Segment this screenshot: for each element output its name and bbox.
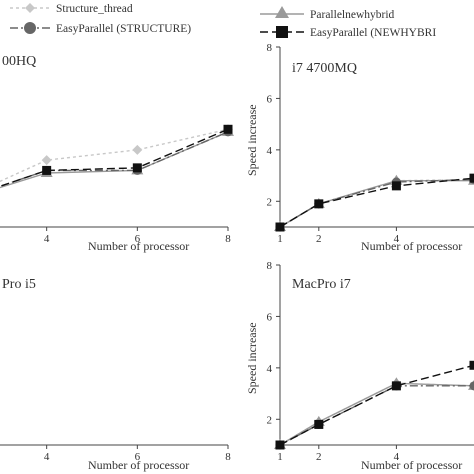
x-axis-label: Number of processor: [88, 458, 189, 472]
x-tick-label: 4: [394, 451, 400, 463]
y-axis-label: Speed increase: [245, 322, 259, 394]
data-point: [391, 381, 401, 391]
series-line: [279, 180, 474, 228]
x-axis-label: Number of processor: [88, 239, 189, 253]
x-tick-label: 6: [135, 233, 141, 245]
data-point: [275, 440, 285, 450]
series-line: [279, 178, 474, 228]
legend-label: EasyParallel (STRUCTURE): [56, 23, 191, 35]
x-tick-label: 1: [277, 233, 283, 245]
series-line: [0, 131, 229, 188]
data-point: [469, 381, 474, 391]
data-point: [42, 165, 52, 175]
x-tick-label: 2: [316, 451, 322, 463]
data-point: [223, 124, 233, 134]
y-tick-label: 6: [267, 311, 273, 323]
y-tick-label: 2: [267, 196, 273, 208]
y-tick-label: 8: [267, 42, 273, 54]
data-point: [132, 163, 142, 173]
legend-label: Structure_thread: [56, 3, 133, 15]
x-tick-label: 1: [277, 451, 283, 463]
series-line: [0, 128, 229, 183]
legend: Structure_thread EasyParallel (STRUCTURE…: [10, 3, 436, 39]
data-point: [314, 199, 324, 209]
x-axis-label: Number of processor: [361, 239, 462, 253]
y-tick-label: 4: [267, 363, 273, 375]
legend-item-structure-thread: Structure_thread: [10, 3, 133, 15]
data-point: [469, 360, 474, 370]
data-point: [391, 181, 401, 191]
chart-panel-top-left: 00HQ Number of processor 4 6 8: [0, 54, 234, 253]
series-line: [0, 131, 229, 189]
x-tick-label: 6: [135, 451, 141, 463]
y-tick-label: 2: [267, 414, 273, 426]
y-tick-label: 8: [267, 260, 273, 272]
y-tick-label: 6: [267, 93, 273, 105]
circle-marker-icon: [24, 22, 36, 34]
x-axis-label: Number of processor: [361, 458, 462, 472]
chart-panel-bottom-right: MacPro i7 Number of processor Speed incr…: [245, 260, 474, 472]
x-tick-label: 2: [316, 233, 322, 245]
data-point: [314, 419, 324, 429]
panel-title: 00HQ: [2, 54, 36, 69]
y-axis-label: Speed increase: [245, 104, 259, 176]
panel-title: i7 4700MQ: [292, 61, 357, 76]
x-tick-label: 4: [44, 451, 50, 463]
x-tick-label: 8: [225, 451, 231, 463]
x-tick-label: 4: [44, 233, 50, 245]
triangle-marker-icon: [275, 6, 289, 18]
series-line: [0, 128, 229, 188]
x-tick-label: 8: [225, 233, 231, 245]
series-line: [279, 364, 474, 446]
data-point: [132, 144, 143, 155]
legend-label: Parallelnewhybrid: [310, 9, 395, 21]
legend-label: EasyParallel (NEWHYBRI: [310, 27, 436, 39]
legend-item-easyparallel-structure: EasyParallel (STRUCTURE): [10, 22, 191, 35]
data-point: [275, 222, 285, 232]
data-point: [469, 173, 474, 183]
legend-item-easyparallel-newhybrid: EasyParallel (NEWHYBRI: [260, 26, 436, 39]
panel-title: MacPro i7: [292, 277, 351, 292]
x-tick-label: 4: [394, 233, 400, 245]
square-marker-icon: [276, 26, 288, 38]
chart-panel-top-right: i7 4700MQ Number of processor Speed incr…: [245, 42, 474, 253]
legend-item-parallelnewhybrid: Parallelnewhybrid: [260, 6, 395, 21]
y-tick-label: 4: [267, 145, 273, 157]
series-line: [279, 177, 474, 228]
panel-title: Pro i5: [2, 277, 36, 292]
chart-panel-bottom-left: Pro i5 Number of processor 4 6 8: [0, 277, 231, 472]
diamond-marker-icon: [25, 3, 35, 13]
series-line: [279, 382, 474, 446]
data-point: [41, 155, 52, 166]
